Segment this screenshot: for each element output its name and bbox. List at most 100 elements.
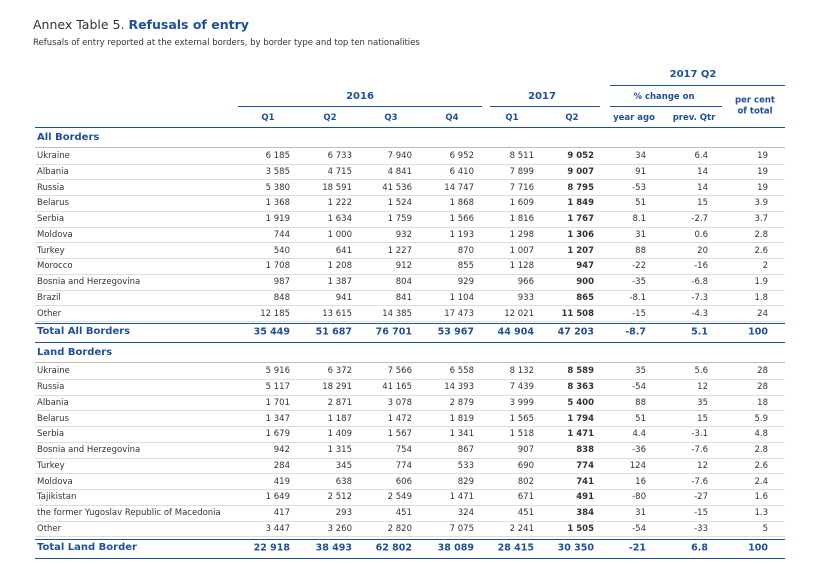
cell: 16 — [635, 476, 646, 487]
cell: 1 471 — [567, 429, 594, 439]
rule — [35, 127, 785, 128]
cell: 1 649 — [265, 492, 290, 502]
cell: 3 260 — [327, 523, 352, 534]
cell: 1 207 — [567, 245, 594, 256]
cell: 5.6 — [694, 366, 708, 376]
cell: 1 708 — [265, 261, 290, 271]
cell: 14 393 — [444, 381, 474, 392]
row-label: Moldova — [37, 476, 73, 487]
cell: 35 — [697, 397, 708, 408]
cell: 2 512 — [327, 492, 352, 502]
cell: 900 — [576, 276, 594, 287]
cell: 5 380 — [265, 182, 290, 193]
rule — [35, 426, 785, 427]
cell: 6 372 — [327, 366, 352, 376]
cell: 1 566 — [449, 213, 474, 224]
cell: -2.7 — [691, 213, 708, 224]
cell: 17 473 — [444, 308, 474, 319]
cell: 14 385 — [382, 308, 412, 319]
cell: 774 — [576, 460, 594, 471]
cell: 18 591 — [322, 182, 352, 193]
cell: 34 — [635, 150, 646, 161]
cell: 1 409 — [327, 429, 352, 439]
total-label: Total All Borders — [37, 326, 131, 338]
cell: 2.8 — [754, 229, 768, 240]
cell: 1 505 — [567, 523, 594, 534]
cell: 35 — [635, 366, 646, 376]
cell: 932 — [395, 229, 412, 240]
column-header: Q1 — [505, 112, 519, 123]
cell: -35 — [632, 276, 646, 287]
row-label: the former Yugoslav Republic of Macedoni… — [37, 507, 221, 518]
cell: -22 — [632, 261, 646, 271]
row-label: Belarus — [37, 198, 69, 208]
cell: 5 916 — [265, 366, 290, 376]
rule — [35, 163, 785, 165]
subtitle: Refusals of entry reported at the extern… — [33, 37, 420, 48]
cell: -8.1 — [629, 292, 646, 303]
rule — [35, 504, 785, 506]
total-cell: 44 904 — [497, 326, 534, 338]
cell: 6 558 — [449, 366, 474, 376]
cell: 19 — [757, 166, 768, 177]
cell: 2.8 — [754, 444, 768, 455]
cell: 4.4 — [632, 429, 646, 439]
cell: 1 347 — [265, 413, 290, 424]
cell: 3.7 — [754, 213, 768, 224]
cell: 6 733 — [327, 150, 352, 161]
rule — [35, 258, 785, 259]
cell: 13 615 — [322, 308, 352, 319]
cell: 293 — [335, 507, 352, 518]
row-label: Moldova — [37, 229, 73, 240]
cell: 929 — [457, 276, 474, 287]
rule — [35, 536, 785, 538]
cell: 20 — [697, 245, 708, 256]
rule — [35, 323, 785, 325]
cell: 606 — [395, 476, 412, 487]
cell: 1 387 — [327, 276, 352, 287]
cell: 933 — [517, 292, 534, 303]
total-cell: 100 — [748, 326, 768, 338]
cell: 865 — [576, 292, 594, 303]
cell: 754 — [395, 444, 412, 455]
row-label: Other — [37, 308, 62, 319]
cell: 28 — [757, 381, 768, 392]
cell: 941 — [335, 292, 352, 303]
total-cell: 47 203 — [557, 326, 594, 338]
cell: 1 634 — [327, 213, 352, 224]
cell: -53 — [632, 182, 646, 193]
cell: 1 368 — [265, 198, 290, 208]
row-label: Russia — [37, 381, 65, 392]
cell: 1 816 — [509, 213, 534, 224]
row-label: Serbia — [37, 429, 65, 439]
column-header: Q2 — [565, 112, 579, 123]
cell: 1 007 — [509, 245, 534, 256]
cell: 841 — [395, 292, 412, 303]
cell: 417 — [273, 507, 290, 518]
rule — [238, 106, 482, 107]
cell: -7.3 — [691, 292, 708, 303]
rule — [35, 410, 785, 412]
cell: 5 400 — [567, 397, 594, 408]
column-header: prev. Qtr — [672, 112, 716, 123]
cell: 1 767 — [567, 213, 594, 224]
row-label: Morocco — [37, 261, 73, 271]
cell: 741 — [576, 476, 594, 487]
cell: 5 — [762, 523, 768, 534]
cell: 7 899 — [509, 166, 534, 177]
cell: 0.6 — [694, 229, 708, 240]
cell: 9 052 — [567, 150, 594, 161]
row-label: Russia — [37, 182, 65, 193]
cell: 41 165 — [382, 381, 412, 392]
cell: -15 — [694, 507, 708, 518]
cell: 3 999 — [509, 397, 534, 408]
column-header: year ago — [613, 112, 655, 123]
rule — [35, 378, 785, 380]
cell: -16 — [694, 261, 708, 271]
total-cell: 62 802 — [375, 541, 412, 553]
cell: 3 585 — [265, 166, 290, 177]
cell: 1.6 — [754, 492, 768, 502]
column-header: Q2 — [323, 112, 337, 123]
rule — [35, 273, 785, 275]
